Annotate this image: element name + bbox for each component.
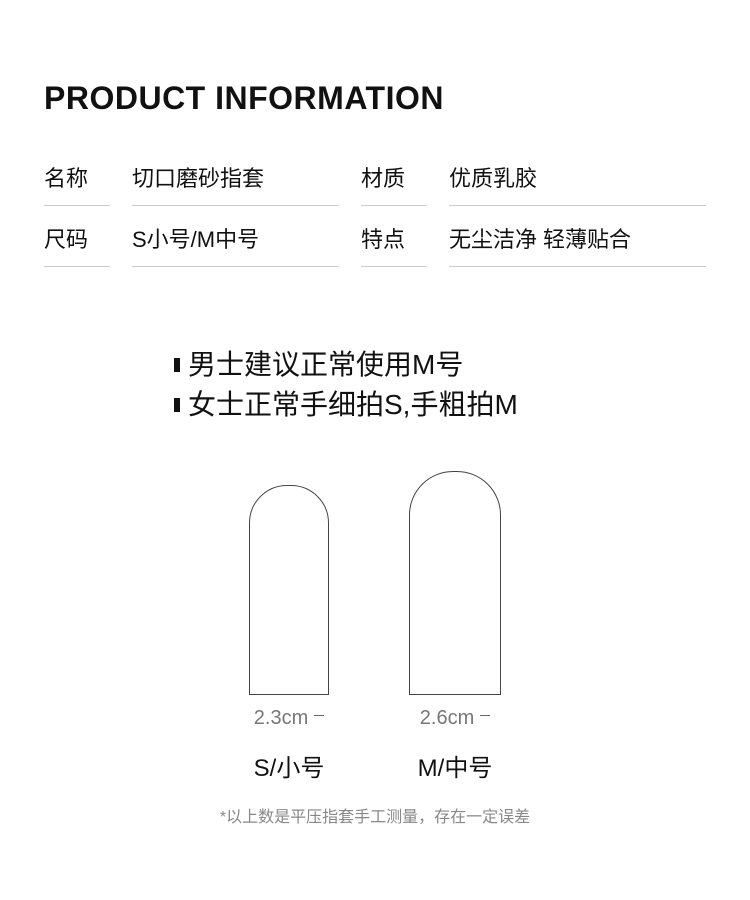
footnote: *以上数是平压指套手工测量，存在一定误差: [44, 803, 706, 827]
size-diagram: 2.3cm S/小号 2.6cm M/中号: [44, 485, 706, 783]
info-label-size: 尺码: [44, 206, 110, 267]
bullet-icon: [174, 358, 180, 372]
page-title: PRODUCT INFORMATION: [44, 80, 706, 117]
dim-wrap-medium: 2.6cm: [420, 701, 490, 730]
info-table: 名称 切口磨砂指套 材质 优质乳胶 尺码 S小号/M中号 特点 无尘洁净 轻薄贴…: [44, 145, 706, 267]
info-label-name: 名称: [44, 145, 110, 206]
dash-icon: [480, 715, 490, 717]
size-name-small: S/小号: [254, 748, 325, 783]
finger-shape-small: [249, 485, 329, 695]
dim-medium: 2.6cm: [420, 707, 474, 730]
info-value-name: 切口磨砂指套: [132, 145, 339, 206]
dim-small: 2.3cm: [254, 707, 308, 730]
tip-line-1: 男士建议正常使用M号: [174, 345, 706, 385]
size-col-medium: 2.6cm M/中号: [409, 485, 501, 783]
info-value-size: S小号/M中号: [132, 206, 339, 267]
size-col-small: 2.3cm S/小号: [249, 485, 329, 783]
dim-wrap-small: 2.3cm: [254, 701, 324, 730]
tip-text-2: 女士正常手细拍S,手粗拍M: [188, 385, 518, 425]
tip-line-2: 女士正常手细拍S,手粗拍M: [174, 385, 706, 425]
tip-text-1: 男士建议正常使用M号: [188, 345, 463, 385]
info-label-material: 材质: [361, 145, 427, 206]
tips-block: 男士建议正常使用M号 女士正常手细拍S,手粗拍M: [44, 345, 706, 425]
finger-shape-medium: [409, 471, 501, 695]
info-value-material: 优质乳胶: [449, 145, 706, 206]
size-name-medium: M/中号: [418, 748, 493, 783]
dash-icon: [314, 715, 324, 717]
info-label-feature: 特点: [361, 206, 427, 267]
bullet-icon: [174, 398, 180, 412]
info-value-feature: 无尘洁净 轻薄贴合: [449, 206, 706, 267]
